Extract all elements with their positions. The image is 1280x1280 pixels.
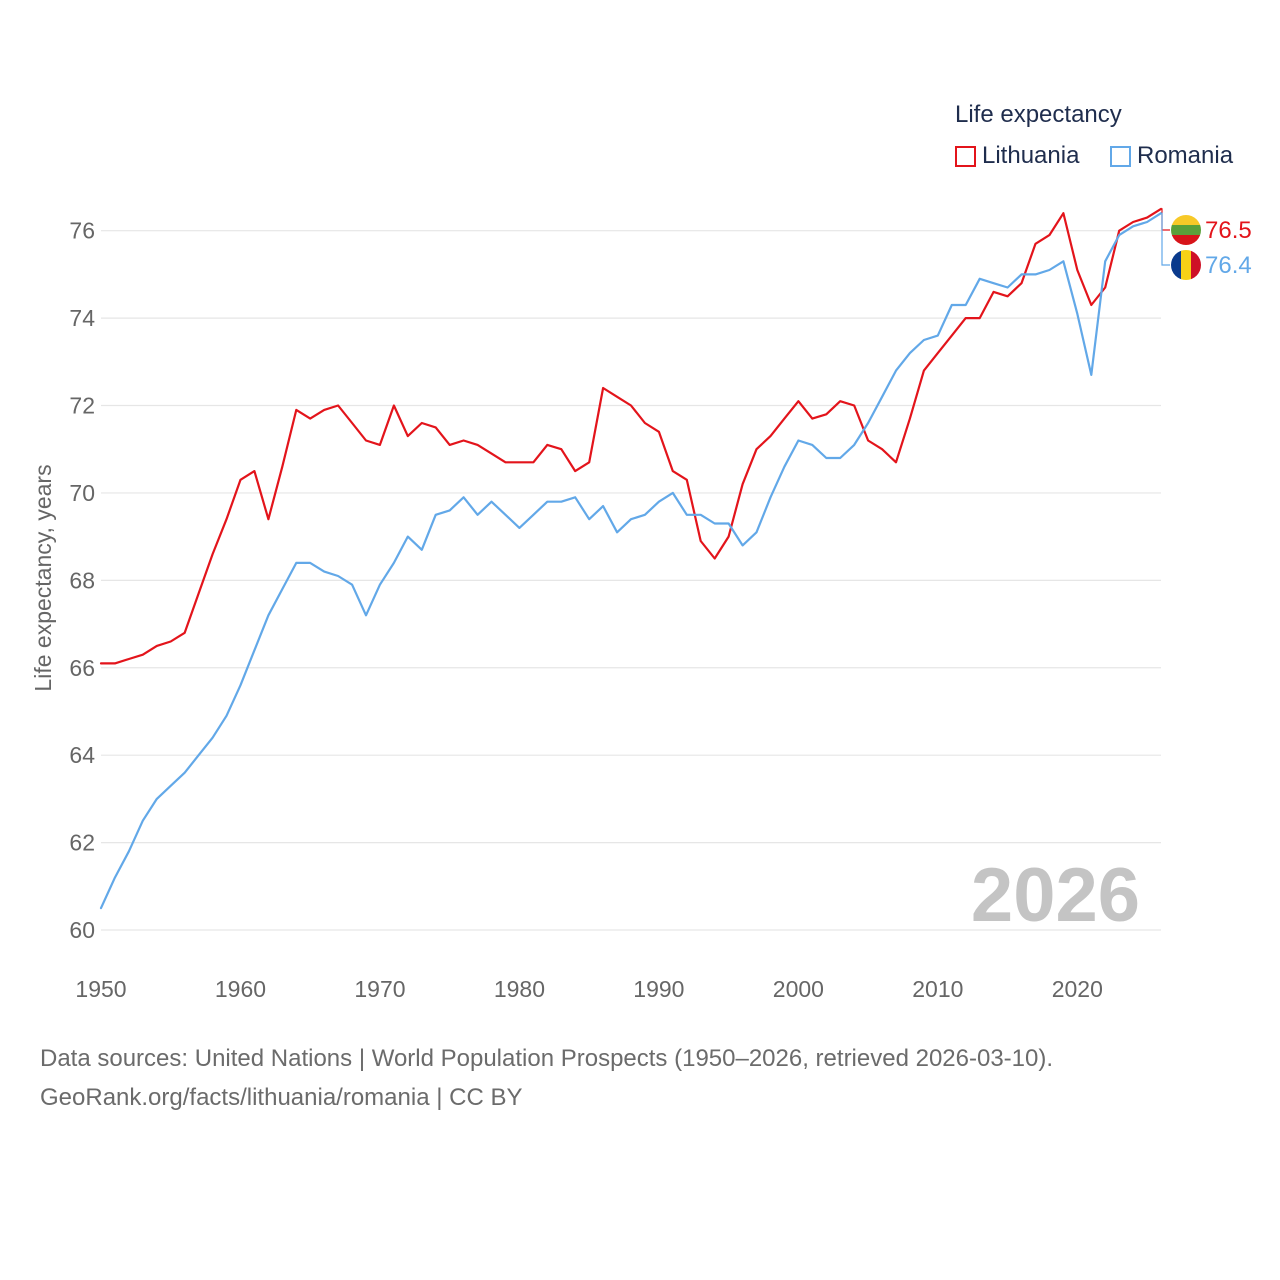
y-tick-label-62: 62 [69,830,95,856]
x-tick-label-1980: 1980 [494,976,545,1002]
y-tick-label-76: 76 [69,218,95,244]
x-tick-label-2010: 2010 [912,976,963,1002]
footer-link[interactable]: GeoRank.org/facts/lithuania/romania | CC… [40,1084,523,1111]
year-watermark: 2026 [971,853,1140,938]
series-lines [99,207,1163,910]
legend-swatch-lithuania [955,145,976,167]
footer-source: Data sources: United Nations | World Pop… [40,1045,1054,1072]
y-tick-label-74: 74 [69,305,95,331]
x-tick-label-1950: 1950 [75,976,126,1002]
x-tick-label-1990: 1990 [633,976,684,1002]
legend-label-romania: Romania [1137,142,1234,169]
x-axis-ticks: 1950 1960 1970 1980 1990 2000 2010 2020 [75,976,1102,1002]
legend-label-lithuania: Lithuania [982,142,1080,169]
x-tick-label-1970: 1970 [354,976,405,1002]
y-tick-label-64: 64 [69,742,95,768]
romania-flag-icon [1171,250,1201,280]
series-end-labels: 76.5 76.4 [1161,208,1252,280]
y-tick-label-68: 68 [69,567,95,593]
end-label-lithuania: 76.5 [1205,217,1252,244]
legend-title: Life expectancy [955,101,1122,128]
legend-swatch-romania [1110,145,1131,167]
series-line-lithuania [99,207,1163,665]
y-axis-ticks: 60 62 64 66 68 70 72 74 76 [69,218,95,943]
lithuania-flag-icon [1171,215,1201,245]
series-line-romania [99,212,1163,910]
y-axis-label: Life expectancy, years [30,464,56,691]
legend-item-lithuania[interactable]: Lithuania [955,142,1079,170]
x-tick-label-1960: 1960 [215,976,266,1002]
y-tick-label-66: 66 [69,655,95,681]
end-connector-romania [1161,212,1170,266]
y-tick-label-70: 70 [69,480,95,506]
x-tick-label-2000: 2000 [773,976,824,1002]
legend-item-romania[interactable]: Romania [1110,142,1233,170]
y-tick-label-60: 60 [69,917,95,943]
grid-layer [101,230,1161,931]
end-label-romania: 76.4 [1205,252,1252,279]
x-tick-label-2020: 2020 [1052,976,1103,1002]
y-tick-label-72: 72 [69,393,95,419]
